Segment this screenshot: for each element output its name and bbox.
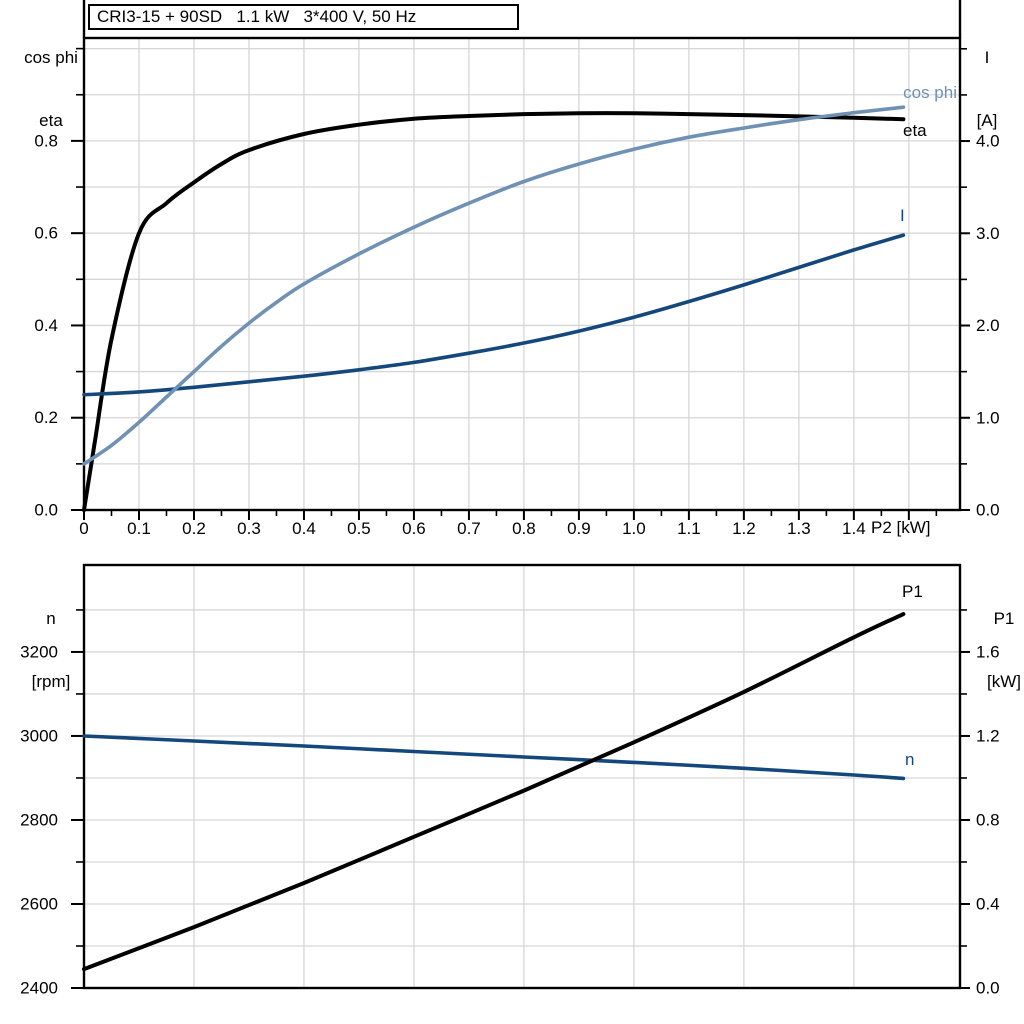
curve-label-p1: P1 <box>902 582 923 601</box>
right-axis-label-kw-unit: [kW] <box>987 672 1021 691</box>
tick-label: 0.1 <box>127 519 151 538</box>
right-axis-label-p1: P1 <box>993 609 1015 628</box>
curve-label-current: I <box>900 206 905 225</box>
grid-panel-1 <box>84 565 960 988</box>
tick-label: 4.0 <box>976 132 1000 151</box>
tick-label: 1.1 <box>677 519 701 538</box>
tick-labels-panel-0: 0 0.1 0.2 0.3 0.4 0.5 0.6 0.7 0.8 0.9 1.0 1.1 1.2 1.3… <box>34 131 999 538</box>
right-axis-label-amp-unit: [A] <box>976 111 998 130</box>
left-axis-label-eta: eta <box>39 111 63 130</box>
tick-label: 1.0 <box>622 519 646 538</box>
tick-label: 0 <box>79 519 88 538</box>
curve-label-cos-phi: cos phi <box>903 83 957 102</box>
tick-label: 1.2 <box>976 726 1000 745</box>
axis-ticks-panel-1 <box>71 609 970 989</box>
tick-label: 0.2 <box>182 519 206 538</box>
curve-n <box>82 734 906 781</box>
left-axis-label-n: n <box>46 609 56 628</box>
plot-border-panel-1 <box>82 563 962 990</box>
tick-label: 2600 <box>20 894 58 913</box>
axis-ticks-panel-0 <box>71 47 970 520</box>
plot-border-panel-0 <box>82 0 962 512</box>
tick-label: 1.2 <box>732 519 756 538</box>
bottom-right-axis-label: P1 [kW] <box>978 566 1024 734</box>
tick-label: 0.4 <box>34 316 58 335</box>
tick-label: 0.0 <box>976 501 1000 520</box>
tick-label: 3.0 <box>976 224 1000 243</box>
curve-label-eta: eta <box>903 121 927 140</box>
curve-cos-phi <box>82 105 906 466</box>
tick-label: 0.8 <box>34 131 58 150</box>
curve-label-n: n <box>905 750 915 769</box>
tick-label: 0.4 <box>292 519 316 538</box>
tick-label: 2800 <box>20 810 58 829</box>
tick-label: 1.0 <box>976 408 1000 427</box>
tick-label: 0.3 <box>237 519 261 538</box>
x-axis-label: P2 [kW] <box>871 518 931 537</box>
curve-i <box>82 233 906 397</box>
tick-label: 0.0 <box>976 979 1000 998</box>
series-panel-1 <box>82 612 906 972</box>
bottom-left-axis-label: n [rpm] <box>12 566 90 734</box>
tick-label: 0.5 <box>347 519 371 538</box>
tick-label: 3200 <box>20 642 58 661</box>
curve-p1 <box>82 612 906 972</box>
tick-label: 1.4 <box>842 519 866 538</box>
tick-label: 0.2 <box>34 408 58 427</box>
chart-title-box: CRI3-15 + 90SD 1.1 kW 3*400 V, 50 Hz <box>88 4 519 30</box>
tick-label: 0.8 <box>512 519 536 538</box>
tick-label: 0.4 <box>976 894 1000 913</box>
series-panel-0 <box>82 105 906 512</box>
tick-label: 1.3 <box>787 519 811 538</box>
tick-label: 2.0 <box>976 316 1000 335</box>
tick-label: 0.6 <box>34 224 58 243</box>
chart-title: CRI3-15 + 90SD 1.1 kW 3*400 V, 50 Hz <box>97 7 417 26</box>
top-left-axis-label: cos phi eta <box>12 5 90 173</box>
tick-label: 1.6 <box>976 642 1000 661</box>
curve-eta <box>82 111 906 512</box>
left-axis-label-cos-phi: cos phi <box>24 48 78 67</box>
left-axis-label-rpm-unit: [rpm] <box>31 672 71 691</box>
tick-label: 0.7 <box>457 519 481 538</box>
top-right-axis-label: I [A] <box>962 5 1012 173</box>
tick-label: 2400 <box>20 979 58 998</box>
tick-label: 0.0 <box>34 501 58 520</box>
tick-label: 3000 <box>20 726 58 745</box>
tick-labels-panel-1: 2400 2600 2800 3000 3200 0.0 0.4 0.8 1.2 1.6 <box>20 642 999 997</box>
tick-label: 0.8 <box>976 810 1000 829</box>
right-axis-label-i: I <box>984 48 990 67</box>
grid-panel-0 <box>84 38 960 510</box>
tick-label: 0.6 <box>402 519 426 538</box>
tick-label: 0.9 <box>567 519 591 538</box>
